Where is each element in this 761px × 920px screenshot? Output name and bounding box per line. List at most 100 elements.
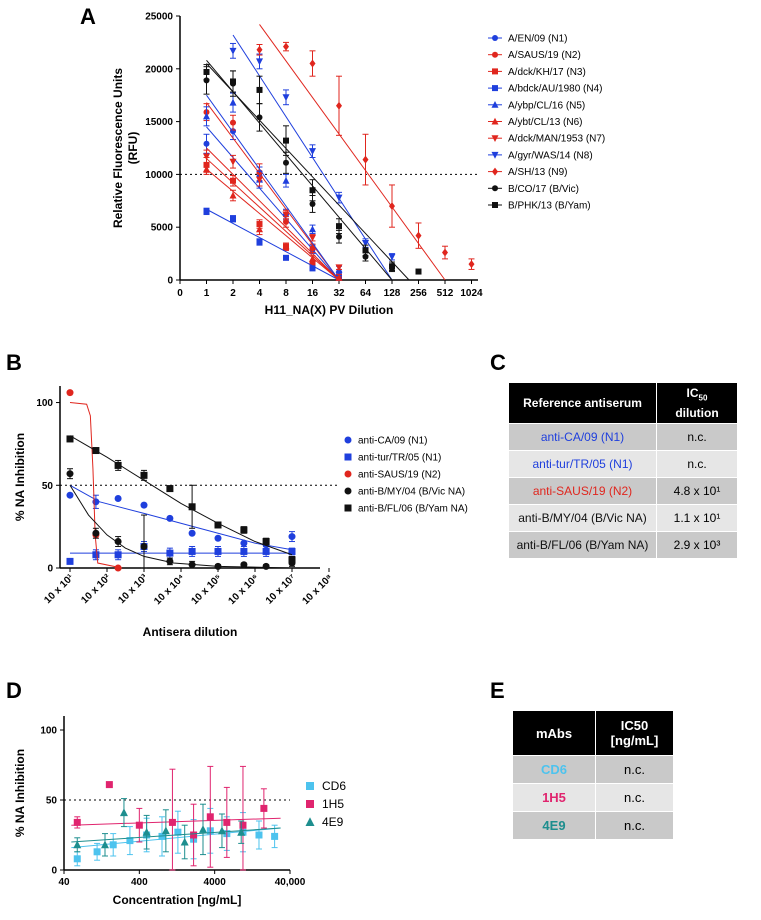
legend-marker	[305, 817, 315, 826]
legend-label: anti-tur/TR/05 (N1)	[358, 453, 441, 464]
fit-line	[206, 126, 340, 281]
data-point	[166, 549, 174, 557]
ic50-value: n.c.	[595, 811, 674, 840]
x-tick-label: 10 x 10²	[79, 572, 113, 606]
table-row: anti-B/FL/06 (B/Yam NA) 2.9 x 10³	[508, 531, 738, 559]
data-point	[229, 98, 237, 106]
x-tick-label: 10 x 10³	[116, 572, 150, 606]
legend-marker	[306, 800, 314, 808]
antiserum-name: anti-SAUS/19 (N2)	[508, 477, 657, 505]
ic50-value: n.c.	[656, 423, 738, 451]
data-point	[214, 547, 222, 555]
x-tick-label: 1024	[460, 288, 483, 299]
x-tick-label: 10 x 10⁴	[152, 572, 187, 607]
table-row: anti-CA/09 (N1) n.c.	[508, 423, 738, 451]
data-point	[93, 848, 101, 856]
data-point	[214, 534, 222, 542]
data-point	[240, 526, 248, 534]
data-point	[282, 94, 290, 102]
data-point	[73, 818, 81, 826]
fit-curve	[69, 402, 122, 569]
data-point	[415, 231, 422, 240]
y-axis-title: % NA Inhibition	[13, 749, 27, 837]
data-point	[256, 238, 263, 245]
table-e-mabs: mAbs IC50 [ng/mL] CD6 n.c. 1H5 n.c. 4E9 …	[512, 710, 674, 840]
data-point	[309, 148, 316, 155]
legend-marker	[344, 470, 352, 478]
data-point	[66, 470, 74, 478]
data-point	[256, 225, 263, 233]
series-0	[71, 807, 281, 867]
legend-label: 1H5	[322, 797, 344, 811]
legend-label: anti-B/FL/06 (B/Yam NA)	[358, 504, 468, 515]
x-tick-label: 64	[360, 288, 372, 299]
data-point	[240, 561, 248, 569]
data-point	[282, 176, 290, 184]
legend-label: anti-SAUS/19 (N2)	[358, 470, 441, 481]
ic50-value: n.c.	[656, 450, 738, 478]
fit-line	[206, 208, 340, 281]
series-1	[203, 102, 342, 281]
antiserum-name: anti-B/MY/04 (B/Vic NA)	[508, 504, 657, 532]
legend-marker	[492, 85, 498, 92]
legend-label: B/CO/17 (B/Vic)	[508, 184, 579, 195]
fit-line	[206, 102, 340, 281]
table-c-header-antiserum: Reference antiserum	[508, 382, 657, 424]
data-point	[288, 556, 296, 564]
data-point	[114, 551, 122, 559]
data-point	[256, 45, 263, 54]
data-point	[203, 153, 210, 161]
data-point	[92, 498, 100, 506]
data-point	[335, 264, 343, 272]
data-point	[135, 821, 143, 829]
legend-marker	[491, 135, 499, 142]
legend-marker	[306, 782, 314, 790]
series-2	[66, 389, 122, 572]
y-tick-label: 25000	[145, 12, 173, 23]
legend-marker	[492, 167, 498, 176]
series-2	[71, 798, 281, 860]
data-point	[309, 245, 316, 252]
data-point	[229, 158, 237, 166]
data-point	[214, 562, 222, 570]
legend-marker	[344, 453, 352, 461]
y-tick-label: 0	[51, 866, 57, 877]
legend-marker	[491, 117, 499, 125]
fit-line	[259, 24, 446, 281]
y-tick-label: 100	[36, 398, 53, 409]
y-tick-label: 0	[47, 564, 53, 575]
mab-name: 1H5	[512, 783, 596, 812]
series-1	[71, 765, 281, 871]
legend-label: A/dck/KH/17 (N3)	[508, 67, 586, 78]
data-point	[309, 225, 316, 233]
mab-name: 4E9	[512, 811, 596, 840]
data-point	[288, 533, 296, 541]
data-point	[198, 825, 207, 833]
x-axis-title: Concentration [ng/mL]	[113, 893, 242, 907]
data-point	[188, 561, 196, 569]
legend-marker	[344, 504, 352, 512]
table-row: anti-tur/TR/05 (N1) n.c.	[508, 450, 738, 478]
data-point	[283, 159, 289, 166]
data-point	[256, 176, 263, 184]
antiserum-name: anti-CA/09 (N1)	[508, 423, 657, 451]
data-point	[260, 804, 268, 812]
fit-line	[206, 158, 340, 281]
data-point	[105, 781, 113, 789]
table-row: anti-B/MY/04 (B/Vic NA) 1.1 x 10¹	[508, 504, 738, 532]
table-row: CD6 n.c.	[512, 755, 674, 784]
x-tick-label: 40	[58, 877, 70, 888]
data-point	[283, 137, 289, 144]
data-point	[229, 47, 237, 55]
data-point	[203, 208, 210, 215]
panel-label-d: D	[6, 678, 22, 703]
data-point	[468, 260, 475, 269]
series-6	[203, 147, 343, 281]
x-tick-label: 512	[437, 288, 454, 299]
data-point	[336, 233, 342, 240]
legend-label: A/EN/09 (N1)	[508, 34, 567, 45]
data-point	[203, 165, 210, 173]
ic50-value: 1.1 x 10¹	[656, 504, 738, 532]
x-tick-label: 256	[410, 288, 427, 299]
data-point	[203, 68, 210, 75]
